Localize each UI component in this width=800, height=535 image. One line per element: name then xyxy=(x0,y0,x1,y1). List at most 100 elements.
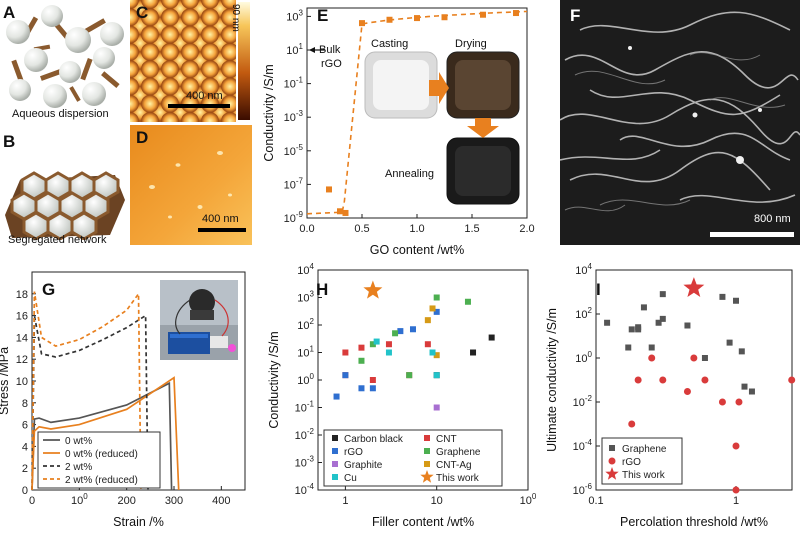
panel-i-label: I xyxy=(596,280,601,299)
data-point xyxy=(470,349,477,356)
x-tick-label: 1.0 xyxy=(409,223,424,235)
data-point xyxy=(684,322,691,329)
y-tick-label: 101 xyxy=(297,345,314,360)
data-point xyxy=(648,354,656,362)
data-point xyxy=(464,298,471,305)
data-point xyxy=(385,341,392,348)
legend-label: This work xyxy=(436,473,480,484)
data-point xyxy=(732,486,740,494)
x-tick-label: 0.0 xyxy=(299,223,314,235)
data-point xyxy=(386,16,393,23)
legend-label: This work xyxy=(622,470,666,481)
panel-f: F 800 nm xyxy=(559,0,800,245)
x-tick-label: 1 xyxy=(342,495,348,507)
data-point xyxy=(337,208,343,215)
data-point xyxy=(635,326,642,333)
data-point xyxy=(333,393,340,400)
data-point xyxy=(640,304,647,311)
y-tick-label: 10-5 xyxy=(284,143,304,158)
legend-marker xyxy=(332,448,338,454)
data-point xyxy=(659,315,666,322)
data-point xyxy=(433,308,440,315)
y-tick-label: 104 xyxy=(297,262,314,277)
panel-a-label: A xyxy=(3,3,16,22)
y-tick-label: 103 xyxy=(286,8,303,23)
data-point xyxy=(604,319,611,326)
data-point xyxy=(701,355,708,361)
x-axis-label: Filler content /wt% xyxy=(372,515,474,529)
chart-g: 0 100 200 300 400 0 2 4 6 8 10 12 14 16 18 Strain /% Str… xyxy=(0,271,246,529)
x-tick-label: 0.1 xyxy=(588,495,603,507)
arrow-right-icon xyxy=(429,72,449,104)
x-axis-label: Percolation threshold /wt% xyxy=(620,515,768,529)
panel-g: 0 100 200 300 400 0 2 4 6 8 10 12 14 16 18 Strain /% Str… xyxy=(0,262,255,530)
x-tick-label: 0 xyxy=(29,495,35,507)
data-point xyxy=(424,317,431,324)
data-point xyxy=(726,339,733,346)
data-point xyxy=(628,420,636,428)
series-line-0 xyxy=(31,381,173,491)
panel-h: 1 10 100 10-4 10-3 10-2 10-1 100 101 102 103 104 Fil… xyxy=(262,262,540,530)
chart-i: 0.1 1 10-6 10-4 10-2 100 102 104 Percolation thr… xyxy=(545,262,796,529)
data-point xyxy=(480,11,486,18)
afm-height-image xyxy=(130,0,250,122)
y-tick-label: 10-9 xyxy=(284,210,304,225)
legend-marker xyxy=(332,461,338,467)
series-line-1 xyxy=(31,376,180,491)
y-tick-label: 101 xyxy=(286,42,303,57)
data-point xyxy=(488,334,495,341)
data-point xyxy=(701,376,709,384)
data-point xyxy=(369,377,376,383)
legend-marker xyxy=(609,445,615,451)
data-point xyxy=(433,404,440,411)
data-point xyxy=(441,14,448,21)
panel-c: C 400 nm 90 nm xyxy=(130,0,252,122)
x-tick-label: 100 xyxy=(520,492,537,507)
aqueous-dispersion-illustration xyxy=(6,5,124,108)
x-tick-label: 300 xyxy=(165,495,183,507)
series-line-3 xyxy=(31,291,142,491)
panel-i: 0.1 1 10-6 10-4 10-2 100 102 104 Percolation thr… xyxy=(540,262,800,530)
legend-label: Carbon black xyxy=(344,434,404,445)
x-tick-label: 1.5 xyxy=(464,223,479,235)
y-axis-label: Stress /MPa xyxy=(0,347,11,415)
legend-label: 2 wt% xyxy=(65,462,92,473)
step-casting-label: Casting xyxy=(371,38,409,50)
process-inset xyxy=(364,51,520,205)
y-tick-label: 14 xyxy=(16,332,28,344)
data-point xyxy=(433,352,440,359)
y-tick-label: 103 xyxy=(297,290,314,305)
y-tick-label: 4 xyxy=(22,441,28,453)
data-point xyxy=(718,398,726,406)
series-line-2 xyxy=(31,314,149,491)
y-tick-label: 10-1 xyxy=(295,400,315,415)
y-tick-label: 10-3 xyxy=(295,455,315,470)
legend-label: CNT xyxy=(436,434,457,445)
panel-a: A Aqueous dispersion xyxy=(0,0,130,130)
data-point xyxy=(683,388,691,396)
chart-h: 1 10 100 10-4 10-3 10-2 10-1 100 101 102 103 104 Fil… xyxy=(267,262,537,529)
x-tick-label: 10 xyxy=(431,495,443,507)
chart-e: 0.0 0.5 1.0 1.5 2.0 10-9 10-7 10-5 10-3 10-1 101 10… xyxy=(262,7,535,257)
x-axis-label: Strain /% xyxy=(113,515,164,529)
legend-marker xyxy=(332,474,338,480)
panel-d-label: D xyxy=(136,128,149,147)
data-point xyxy=(683,277,705,297)
legend-marker xyxy=(420,470,434,483)
x-tick-label: 100 xyxy=(71,492,88,507)
legend-marker xyxy=(608,457,616,465)
data-point xyxy=(397,328,404,335)
y-tick-label: 12 xyxy=(16,354,28,366)
afm-surface-image xyxy=(130,125,252,245)
x-tick-label: 2.0 xyxy=(519,223,534,235)
y-tick-label: 100 xyxy=(575,350,592,365)
legend-marker xyxy=(424,448,430,454)
data-point xyxy=(433,294,440,301)
y-tick-label: 16 xyxy=(16,311,28,323)
panel-b-caption: Segregated network xyxy=(8,234,107,246)
data-point xyxy=(424,341,431,348)
y-tick-label: 8 xyxy=(22,398,28,410)
y-tick-label: 10-2 xyxy=(295,427,315,442)
data-point xyxy=(359,20,365,27)
data-point xyxy=(735,398,743,406)
